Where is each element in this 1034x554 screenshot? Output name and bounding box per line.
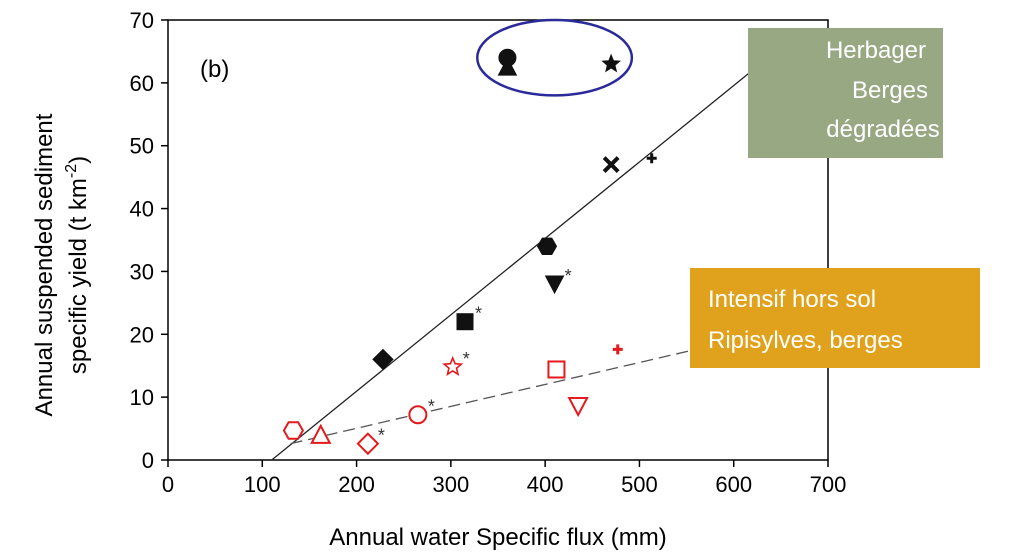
x-tick-label: 200 — [338, 472, 375, 497]
y-axis-title-line1: Annual suspended sediment — [31, 113, 58, 416]
x-tick-labels: 0 100 200 300 400 500 600 700 — [162, 472, 846, 497]
marker-circle — [408, 405, 428, 425]
marker-square — [456, 313, 474, 331]
y-tick-label: 10 — [130, 385, 154, 410]
y-tick-label: 0 — [142, 448, 154, 473]
asterisk-note: * — [475, 304, 482, 324]
marker-x — [602, 156, 620, 173]
marker-star — [442, 355, 464, 377]
highlight-ellipse — [476, 18, 634, 97]
marker-square — [547, 360, 566, 379]
y-axis-title: Annual suspended sediment specific yield… — [31, 113, 92, 416]
y-tick-label: 30 — [130, 259, 154, 284]
y-axis-title-superscript: -2 — [63, 164, 80, 178]
x-tick-label: 700 — [810, 472, 847, 497]
x-tick-label: 0 — [162, 472, 174, 497]
annotation-box-intensif-line2: Ripisylves, berges — [708, 327, 903, 354]
y-axis-title-close: ) — [65, 156, 92, 164]
y-tick-label: 70 — [130, 8, 154, 33]
marker-hexagon — [282, 421, 305, 440]
annotation-box-herbager-line3: dégradées — [826, 116, 939, 143]
marker-hexagon — [536, 237, 558, 255]
y-tick-label: 60 — [130, 71, 154, 96]
marker-triangle-down — [544, 275, 565, 295]
marker-triangle-up — [497, 57, 518, 76]
marker-star — [601, 53, 621, 73]
marker-diamond — [356, 432, 380, 456]
x-tick-label: 300 — [432, 472, 469, 497]
annotation-box-herbager: Herbager Berges dégradées — [748, 28, 943, 158]
y-tick-labels: 0 10 20 30 40 50 60 70 — [130, 8, 154, 473]
y-axis-title-line2: specific yield (t km-2) — [63, 156, 92, 374]
x-tick-label: 400 — [527, 472, 564, 497]
marker-triangle-down — [567, 396, 589, 418]
asterisk-note: * — [378, 426, 385, 446]
x-axis-title: Annual water Specific flux (mm) — [329, 524, 666, 551]
plot-area: * * * * * — [161, 18, 829, 467]
x-tick-label: 100 — [244, 472, 281, 497]
fit-line-dashed — [290, 339, 734, 445]
marker-plus — [646, 153, 657, 164]
plot-frame — [167, 19, 829, 461]
panel-label: (b) — [200, 56, 229, 83]
annotation-box-herbager-bg — [748, 28, 943, 158]
marker-diamond — [372, 348, 394, 371]
annotation-box-intensif: Intensif hors sol Ripisylves, berges — [690, 268, 980, 368]
x-tick-label: 500 — [621, 472, 658, 497]
asterisk-note: * — [565, 266, 572, 286]
annotation-box-intensif-line1: Intensif hors sol — [708, 286, 876, 313]
y-tick-label: 40 — [130, 197, 154, 222]
y-tick-label: 50 — [130, 134, 154, 159]
asterisk-note: * — [463, 349, 470, 369]
asterisk-note: * — [428, 397, 435, 417]
fit-line-solid — [271, 69, 753, 461]
marker-triangle-up — [310, 423, 332, 444]
annotation-box-herbager-line2: Berges — [852, 77, 928, 104]
marker-plus — [612, 344, 623, 355]
y-tick-label: 20 — [130, 322, 154, 347]
annotation-box-intensif-bg — [690, 268, 980, 368]
annotation-box-herbager-line1: Herbager — [826, 37, 926, 64]
x-tick-label: 600 — [715, 472, 752, 497]
y-axis-title-main: specific yield (t km — [65, 178, 92, 374]
